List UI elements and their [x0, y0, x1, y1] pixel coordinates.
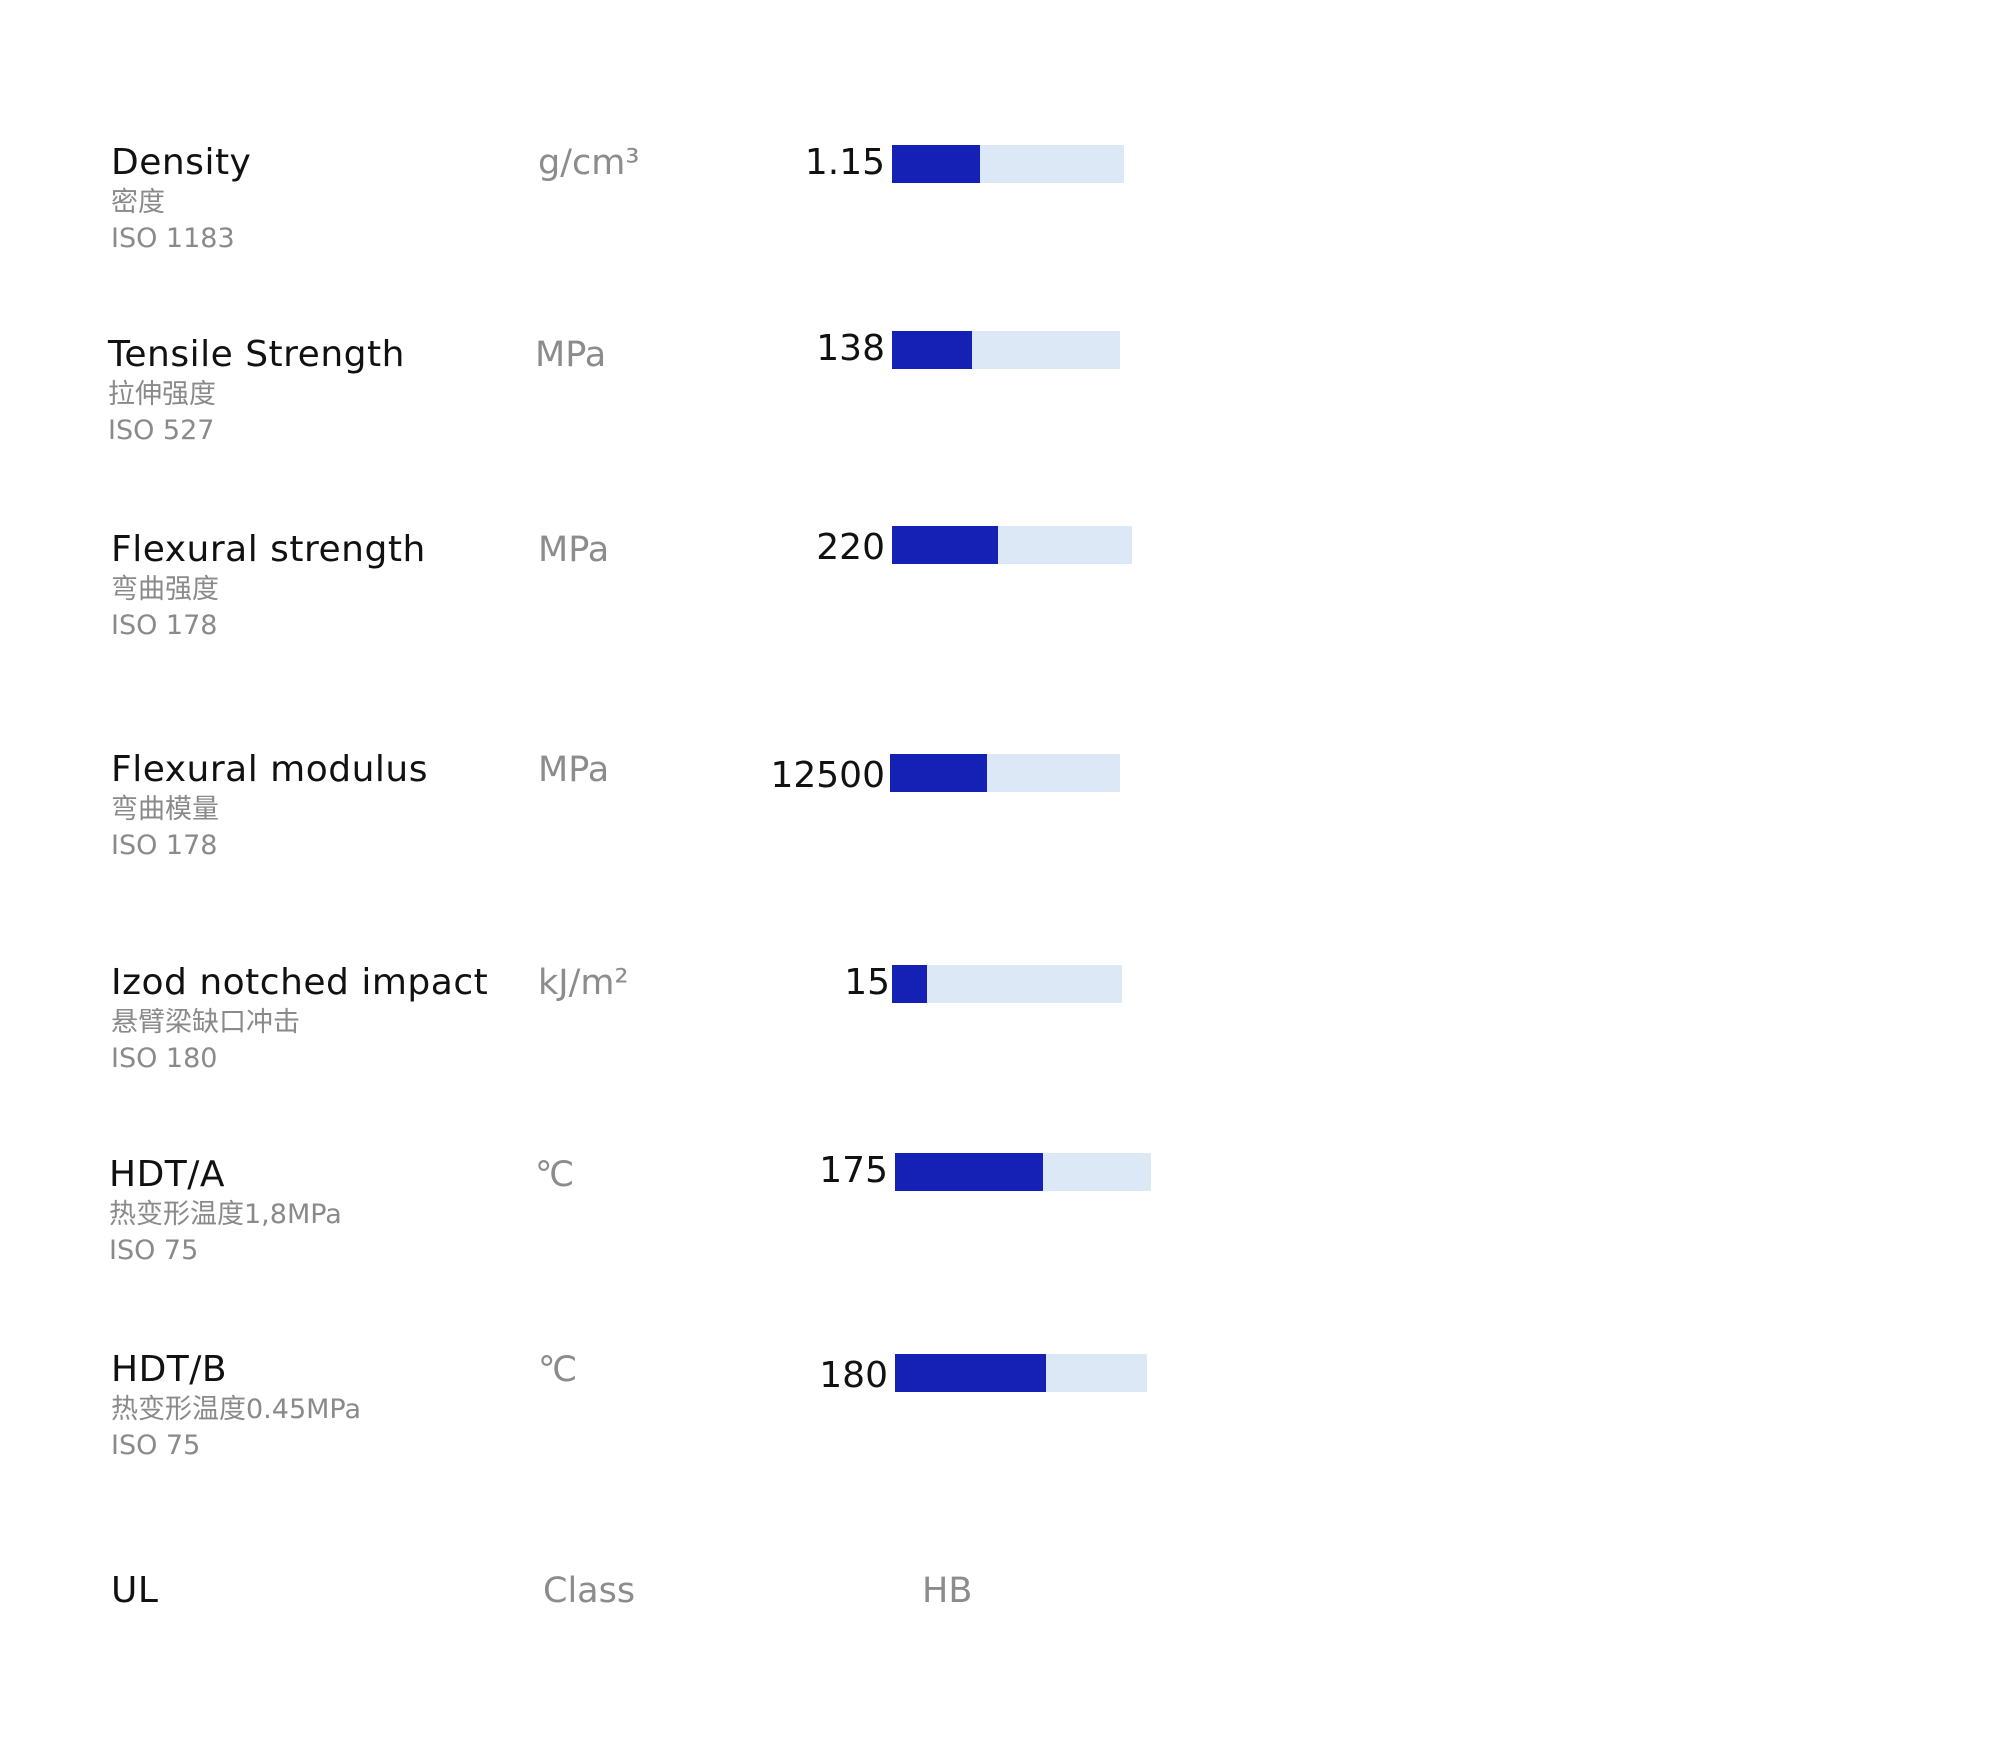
property-bar-track [890, 754, 1120, 792]
property-name: UL [111, 1570, 159, 1611]
property-bar-fill [892, 331, 972, 369]
property-name-cn: 热变形温度0.45MPa [111, 1394, 362, 1425]
property-standard: ISO 75 [109, 1235, 199, 1266]
property-name-cn: 弯曲强度 [111, 574, 219, 605]
property-bar-fill [892, 526, 998, 564]
property-bar-track [892, 526, 1132, 564]
property-bar-fill [890, 754, 987, 792]
property-label-block: UL [111, 1571, 158, 1611]
property-value: 15 [844, 962, 890, 1003]
property-label-block: HDT/B 热变形温度0.45MPa ISO 75 [111, 1350, 361, 1464]
property-label-block: Density 密度 ISO 1183 [111, 143, 251, 257]
property-value: 138 [816, 328, 885, 369]
property-bar-fill [895, 1153, 1044, 1191]
property-bar-track [892, 331, 1120, 369]
property-name-cn: 热变形温度1,8MPa [109, 1199, 342, 1230]
property-name: Izod notched impact [111, 962, 489, 1003]
property-standard: ISO 1183 [111, 223, 235, 254]
property-standard: ISO 178 [111, 610, 218, 641]
property-value: HB [922, 1571, 973, 1611]
property-name: Tensile Strength [108, 334, 405, 375]
property-bar-fill [892, 965, 927, 1003]
property-label-block: Tensile Strength 拉伸强度 ISO 527 [108, 335, 405, 449]
property-value: 180 [819, 1355, 888, 1396]
property-value: 220 [816, 527, 885, 568]
property-unit: Class [543, 1571, 636, 1611]
property-unit: MPa [535, 335, 607, 375]
property-unit: ℃ [535, 1155, 575, 1195]
property-unit: kJ/m² [538, 963, 629, 1003]
property-value: 175 [819, 1150, 888, 1191]
property-bar-fill [892, 145, 981, 183]
property-label-block: HDT/A 热变形温度1,8MPa ISO 75 [109, 1155, 342, 1269]
property-label-block: Izod notched impact 悬臂梁缺口冲击 ISO 180 [111, 963, 488, 1077]
property-bar-track [895, 1354, 1147, 1392]
property-name: Flexural modulus [111, 749, 428, 790]
property-bar-track [895, 1153, 1151, 1191]
property-name: Flexural strength [111, 529, 426, 570]
property-value: 12500 [770, 755, 885, 796]
property-standard: ISO 180 [111, 1043, 218, 1074]
property-standard: ISO 75 [111, 1430, 201, 1461]
property-standard: ISO 527 [108, 415, 215, 446]
property-unit: MPa [538, 750, 610, 790]
property-value: 1.15 [804, 142, 885, 183]
property-name-cn: 拉伸强度 [108, 379, 216, 410]
property-unit: g/cm³ [538, 143, 640, 183]
property-name-cn: 弯曲模量 [111, 794, 219, 825]
property-unit: MPa [538, 530, 610, 570]
property-bar-track [892, 965, 1122, 1003]
property-name-cn: 悬臂梁缺口冲击 [111, 1007, 300, 1038]
property-name-cn: 密度 [111, 187, 165, 218]
property-standard: ISO 178 [111, 830, 218, 861]
property-bar-fill [895, 1354, 1047, 1392]
property-label-block: Flexural modulus 弯曲模量 ISO 178 [111, 750, 428, 864]
property-label-block: Flexural strength 弯曲强度 ISO 178 [111, 530, 426, 644]
property-name: HDT/B [111, 1349, 228, 1390]
property-name: Density [111, 142, 252, 183]
property-unit: ℃ [538, 1350, 578, 1390]
property-bar-track [892, 145, 1124, 183]
property-name: HDT/A [109, 1154, 226, 1195]
